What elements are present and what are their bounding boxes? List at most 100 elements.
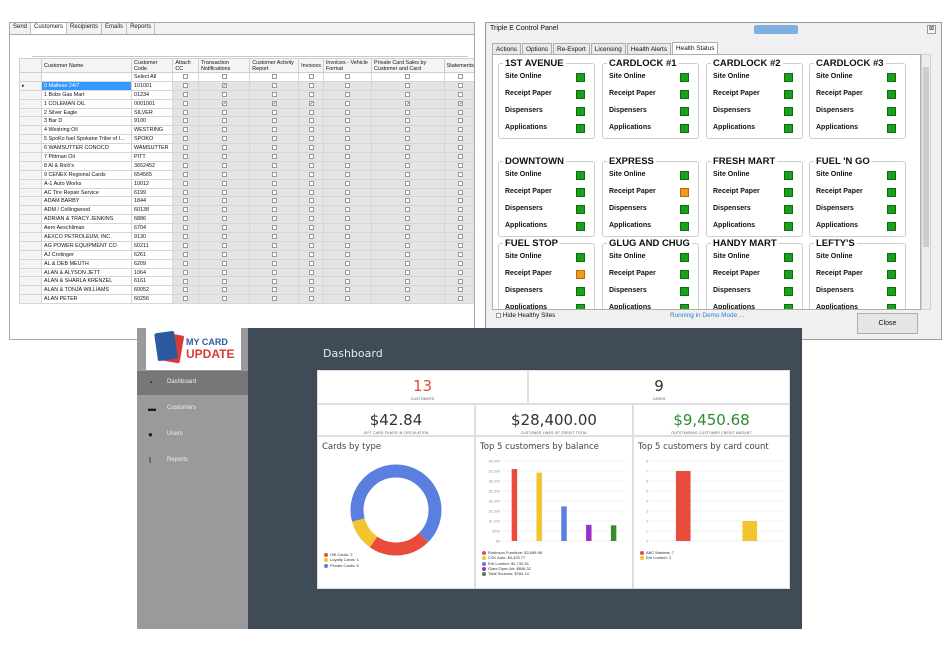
row-checkbox[interactable] — [457, 162, 463, 168]
row-checkbox[interactable] — [183, 234, 189, 240]
row-checkbox[interactable] — [221, 242, 227, 248]
row-header[interactable] — [19, 98, 42, 109]
row-checkbox[interactable] — [221, 180, 227, 186]
row-checkbox[interactable] — [221, 198, 227, 204]
row-checkbox[interactable] — [344, 109, 350, 115]
row-checkbox[interactable] — [308, 82, 314, 88]
row-checkbox[interactable] — [183, 189, 189, 195]
tab-licensing[interactable]: Licensing — [590, 43, 626, 56]
tab-options[interactable]: Options — [521, 43, 552, 56]
sidebar-item-users[interactable]: ● Users — [137, 423, 248, 447]
row-checkbox[interactable] — [405, 207, 411, 213]
row-header[interactable] — [19, 143, 42, 154]
close-button[interactable]: Close — [857, 313, 918, 334]
row-checkbox[interactable] — [308, 171, 314, 177]
row-checkbox[interactable] — [308, 189, 314, 195]
row-checkbox[interactable] — [457, 180, 463, 186]
row-checkbox[interactable] — [271, 234, 277, 240]
table-row[interactable]: ALAN & TONJA WILLIAMS 60052 — [19, 285, 474, 296]
row-checkbox[interactable] — [457, 100, 463, 106]
row-checkbox[interactable] — [457, 109, 463, 115]
row-header[interactable] — [19, 178, 42, 189]
row-checkbox[interactable] — [271, 216, 277, 222]
row-checkbox[interactable] — [183, 278, 189, 284]
row-checkbox[interactable] — [344, 296, 350, 302]
row-checkbox[interactable] — [183, 287, 189, 293]
row-header[interactable] — [19, 152, 42, 162]
column-header[interactable]: Customer Code — [130, 58, 174, 73]
row-checkbox[interactable] — [405, 109, 411, 115]
row-checkbox[interactable] — [271, 82, 277, 88]
row-checkbox[interactable] — [457, 234, 463, 240]
row-checkbox[interactable] — [183, 136, 189, 142]
row-header[interactable]: ▸ — [19, 80, 42, 91]
table-row[interactable]: 7 Pittman Oil PITT — [19, 152, 474, 162]
row-checkbox[interactable] — [271, 109, 277, 115]
row-checkbox[interactable] — [308, 251, 314, 257]
row-checkbox[interactable] — [221, 269, 227, 275]
select-all-checkbox[interactable] — [457, 74, 463, 80]
row-checkbox[interactable] — [221, 216, 227, 222]
row-checkbox[interactable] — [221, 127, 227, 133]
row-checkbox[interactable] — [183, 296, 189, 302]
row-checkbox[interactable] — [271, 154, 277, 160]
tab-send[interactable]: Send — [10, 23, 32, 34]
tab-customers[interactable]: Customers — [31, 23, 68, 34]
table-row[interactable]: ALAN & ALYSON JETT 1064 — [19, 267, 474, 278]
row-checkbox[interactable] — [457, 91, 463, 97]
sidebar-item-dashboard[interactable]: ◔ Dashboard — [137, 371, 248, 395]
row-checkbox[interactable] — [308, 242, 314, 248]
row-checkbox[interactable] — [183, 109, 189, 115]
row-checkbox[interactable] — [183, 82, 189, 88]
sidebar-item-customers[interactable]: ▬ Customers — [137, 397, 248, 421]
table-row[interactable]: A-1 Auto Works 10012 — [19, 178, 474, 189]
row-checkbox[interactable] — [308, 269, 314, 275]
row-checkbox[interactable] — [221, 145, 227, 151]
row-checkbox[interactable] — [457, 251, 463, 257]
row-checkbox[interactable] — [183, 251, 189, 257]
row-checkbox[interactable] — [221, 251, 227, 257]
row-checkbox[interactable] — [344, 136, 350, 142]
row-checkbox[interactable] — [183, 100, 189, 106]
row-checkbox[interactable] — [457, 225, 463, 231]
row-header[interactable] — [19, 196, 42, 207]
row-checkbox[interactable] — [457, 287, 463, 293]
row-checkbox[interactable] — [457, 82, 463, 88]
row-checkbox[interactable] — [221, 82, 227, 88]
row-checkbox[interactable] — [344, 198, 350, 204]
table-row[interactable]: AC Tire Repair Service 6199 — [19, 187, 474, 198]
row-checkbox[interactable] — [405, 100, 411, 106]
table-row[interactable]: 6 WAMSUTTER CONOCO WAMSUTTER — [19, 143, 474, 154]
row-header[interactable] — [19, 249, 42, 260]
row-checkbox[interactable] — [221, 171, 227, 177]
select-all-checkbox[interactable] — [405, 74, 411, 80]
row-checkbox[interactable] — [271, 180, 277, 186]
row-checkbox[interactable] — [344, 278, 350, 284]
row-checkbox[interactable] — [457, 242, 463, 248]
column-header[interactable]: Invoices — [298, 58, 324, 73]
row-checkbox[interactable] — [183, 216, 189, 222]
row-checkbox[interactable] — [183, 260, 189, 266]
row-checkbox[interactable] — [183, 225, 189, 231]
row-checkbox[interactable] — [308, 136, 314, 142]
row-header[interactable] — [19, 232, 42, 242]
row-header[interactable] — [19, 214, 42, 225]
table-row[interactable]: AL & DEB MEUTH 6209 — [19, 258, 474, 269]
row-checkbox[interactable] — [271, 127, 277, 133]
table-row[interactable]: 3 Bar D 9100 — [19, 116, 474, 127]
row-checkbox[interactable] — [221, 189, 227, 195]
table-row[interactable]: 2 Silver Eagle SILVER — [19, 107, 474, 118]
row-checkbox[interactable] — [308, 216, 314, 222]
row-checkbox[interactable] — [221, 136, 227, 142]
row-header[interactable] — [19, 169, 42, 180]
row-checkbox[interactable] — [457, 145, 463, 151]
row-header[interactable] — [19, 187, 42, 198]
row-checkbox[interactable] — [457, 118, 463, 124]
app-logo[interactable]: MY CARD UPDATE — [146, 328, 241, 370]
table-row[interactable]: 1 Bobs Gas Mart 01234 — [19, 89, 474, 100]
hide-healthy-checkbox[interactable] — [496, 312, 501, 318]
table-row[interactable]: AJ Crotinger 6261 — [19, 249, 474, 260]
row-checkbox[interactable] — [405, 278, 411, 284]
row-checkbox[interactable] — [308, 91, 314, 97]
row-checkbox[interactable] — [457, 269, 463, 275]
